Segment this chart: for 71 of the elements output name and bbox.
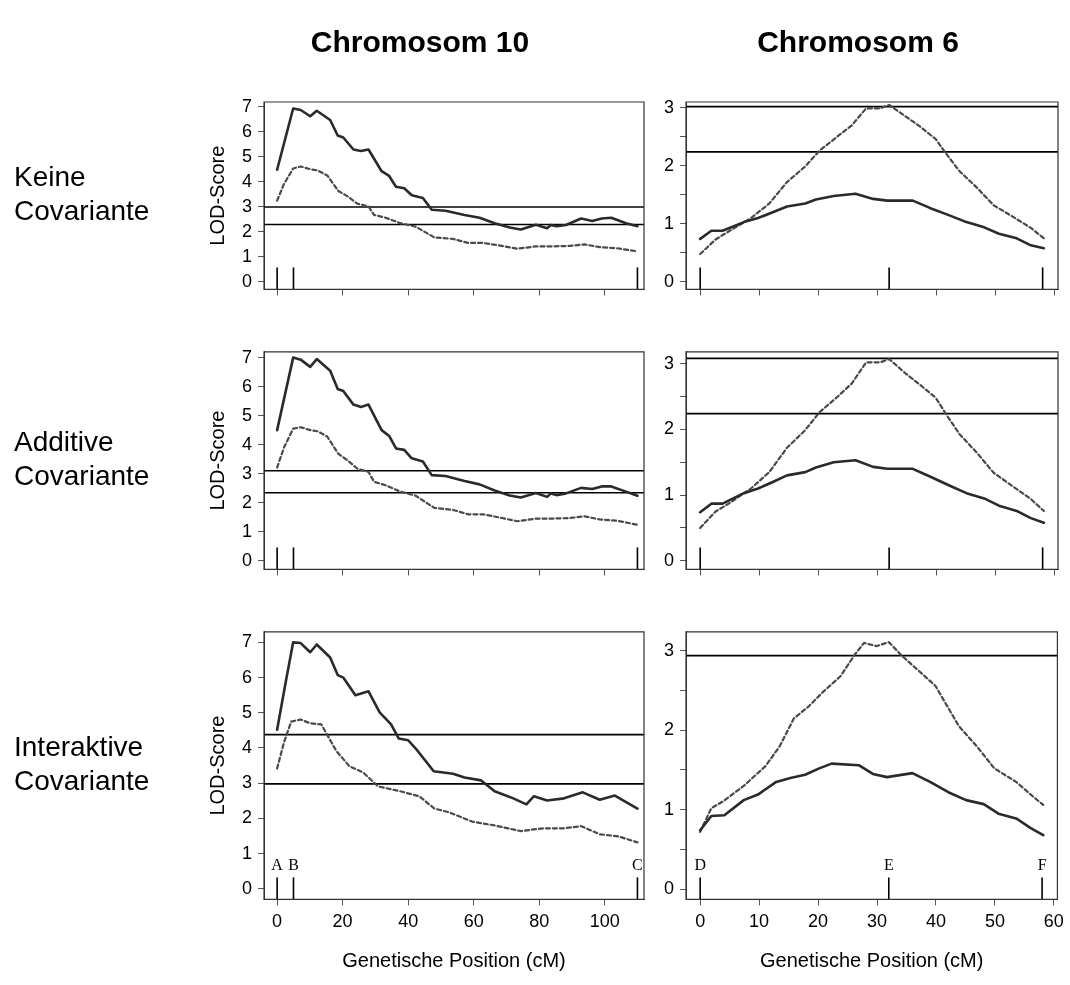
text: Keine Covariante: [14, 161, 150, 227]
y-tick-label: 0: [664, 878, 675, 899]
y-tick-label: 1: [242, 245, 253, 266]
y-tick-label: 2: [242, 807, 253, 828]
x-tick-label: 0: [272, 911, 283, 932]
y-tick-label: 2: [242, 491, 253, 512]
y-tick-label: 4: [242, 736, 253, 757]
y-tick-label: 2: [242, 220, 253, 241]
x-tick-label: 40: [398, 911, 419, 932]
line-series: [699, 357, 1045, 530]
y-tick-label: 1: [664, 212, 675, 233]
y-tick-label: 3: [664, 96, 675, 117]
x-tick-label: 60: [1043, 911, 1064, 932]
x-tick-label: 10: [749, 911, 770, 932]
y-tick-label: 1: [664, 484, 675, 505]
y-tick-label: 0: [664, 549, 675, 570]
y-tick-label: 5: [242, 404, 253, 425]
y-tick-label: 7: [242, 346, 253, 367]
y-tick-label: 2: [664, 418, 675, 439]
y-tick-label: 0: [242, 877, 253, 898]
y-tick-label: 4: [242, 433, 253, 454]
x-tick-label: 40: [925, 911, 946, 932]
y-tick-label: 2: [664, 719, 675, 740]
text: Additive Covariante: [14, 426, 150, 492]
y-tick-label: 5: [242, 701, 253, 722]
ref-line-label: F: [1037, 855, 1047, 873]
y-tick-label: 1: [242, 842, 253, 863]
x-tick-label: 30: [867, 911, 888, 932]
y-axis-title: LOD-Score: [205, 715, 228, 816]
ref-line-label: E: [883, 855, 894, 873]
y-tick-label: 6: [242, 666, 253, 687]
ref-line-label: D: [694, 855, 706, 873]
y-tick-label: 3: [664, 352, 675, 373]
y-tick-label: 4: [242, 170, 253, 191]
line-series: [276, 718, 639, 844]
x-tick-label: 100: [589, 911, 620, 932]
x-tick-label: 50: [984, 911, 1005, 932]
y-tick-label: 0: [664, 270, 675, 291]
y-tick-label: 7: [242, 631, 253, 652]
x-tick-label: 20: [808, 911, 829, 932]
x-tick-label: 0: [695, 911, 706, 932]
y-axis-title: LOD-Score: [205, 410, 228, 511]
y-tick-label: 6: [242, 375, 253, 396]
x-axis-title: Genetische Position (cM): [760, 948, 984, 971]
ref-line-label: A: [271, 855, 284, 873]
y-tick-label: 3: [664, 639, 675, 660]
line-series: [699, 641, 1045, 833]
line-series: [699, 103, 1045, 256]
text: Interaktive Covariante: [14, 731, 150, 797]
y-tick-label: 3: [242, 772, 253, 793]
ref-line-label: C: [632, 855, 643, 873]
line-series: [276, 165, 639, 253]
y-tick-label: 6: [242, 120, 253, 141]
line-series: [276, 426, 639, 526]
x-tick-label: 60: [463, 911, 484, 932]
y-tick-label: 5: [242, 145, 253, 166]
y-tick-label: 1: [242, 520, 253, 541]
y-axis-title: LOD-Score: [205, 145, 228, 246]
chart-title: Chromosom 10: [310, 25, 530, 59]
x-tick-label: 20: [332, 911, 353, 932]
y-tick-label: 0: [242, 270, 253, 291]
y-tick-label: 1: [664, 798, 675, 819]
y-tick-label: 3: [242, 195, 253, 216]
x-tick-label: 80: [529, 911, 550, 932]
y-tick-label: 7: [242, 95, 253, 116]
x-axis-title: Genetische Position (cM): [342, 948, 566, 971]
chart-title: Chromosom 6: [757, 25, 959, 59]
ref-line-label: B: [288, 855, 299, 873]
y-tick-label: 0: [242, 549, 253, 570]
y-tick-label: 2: [664, 154, 675, 175]
y-tick-label: 3: [242, 462, 253, 483]
